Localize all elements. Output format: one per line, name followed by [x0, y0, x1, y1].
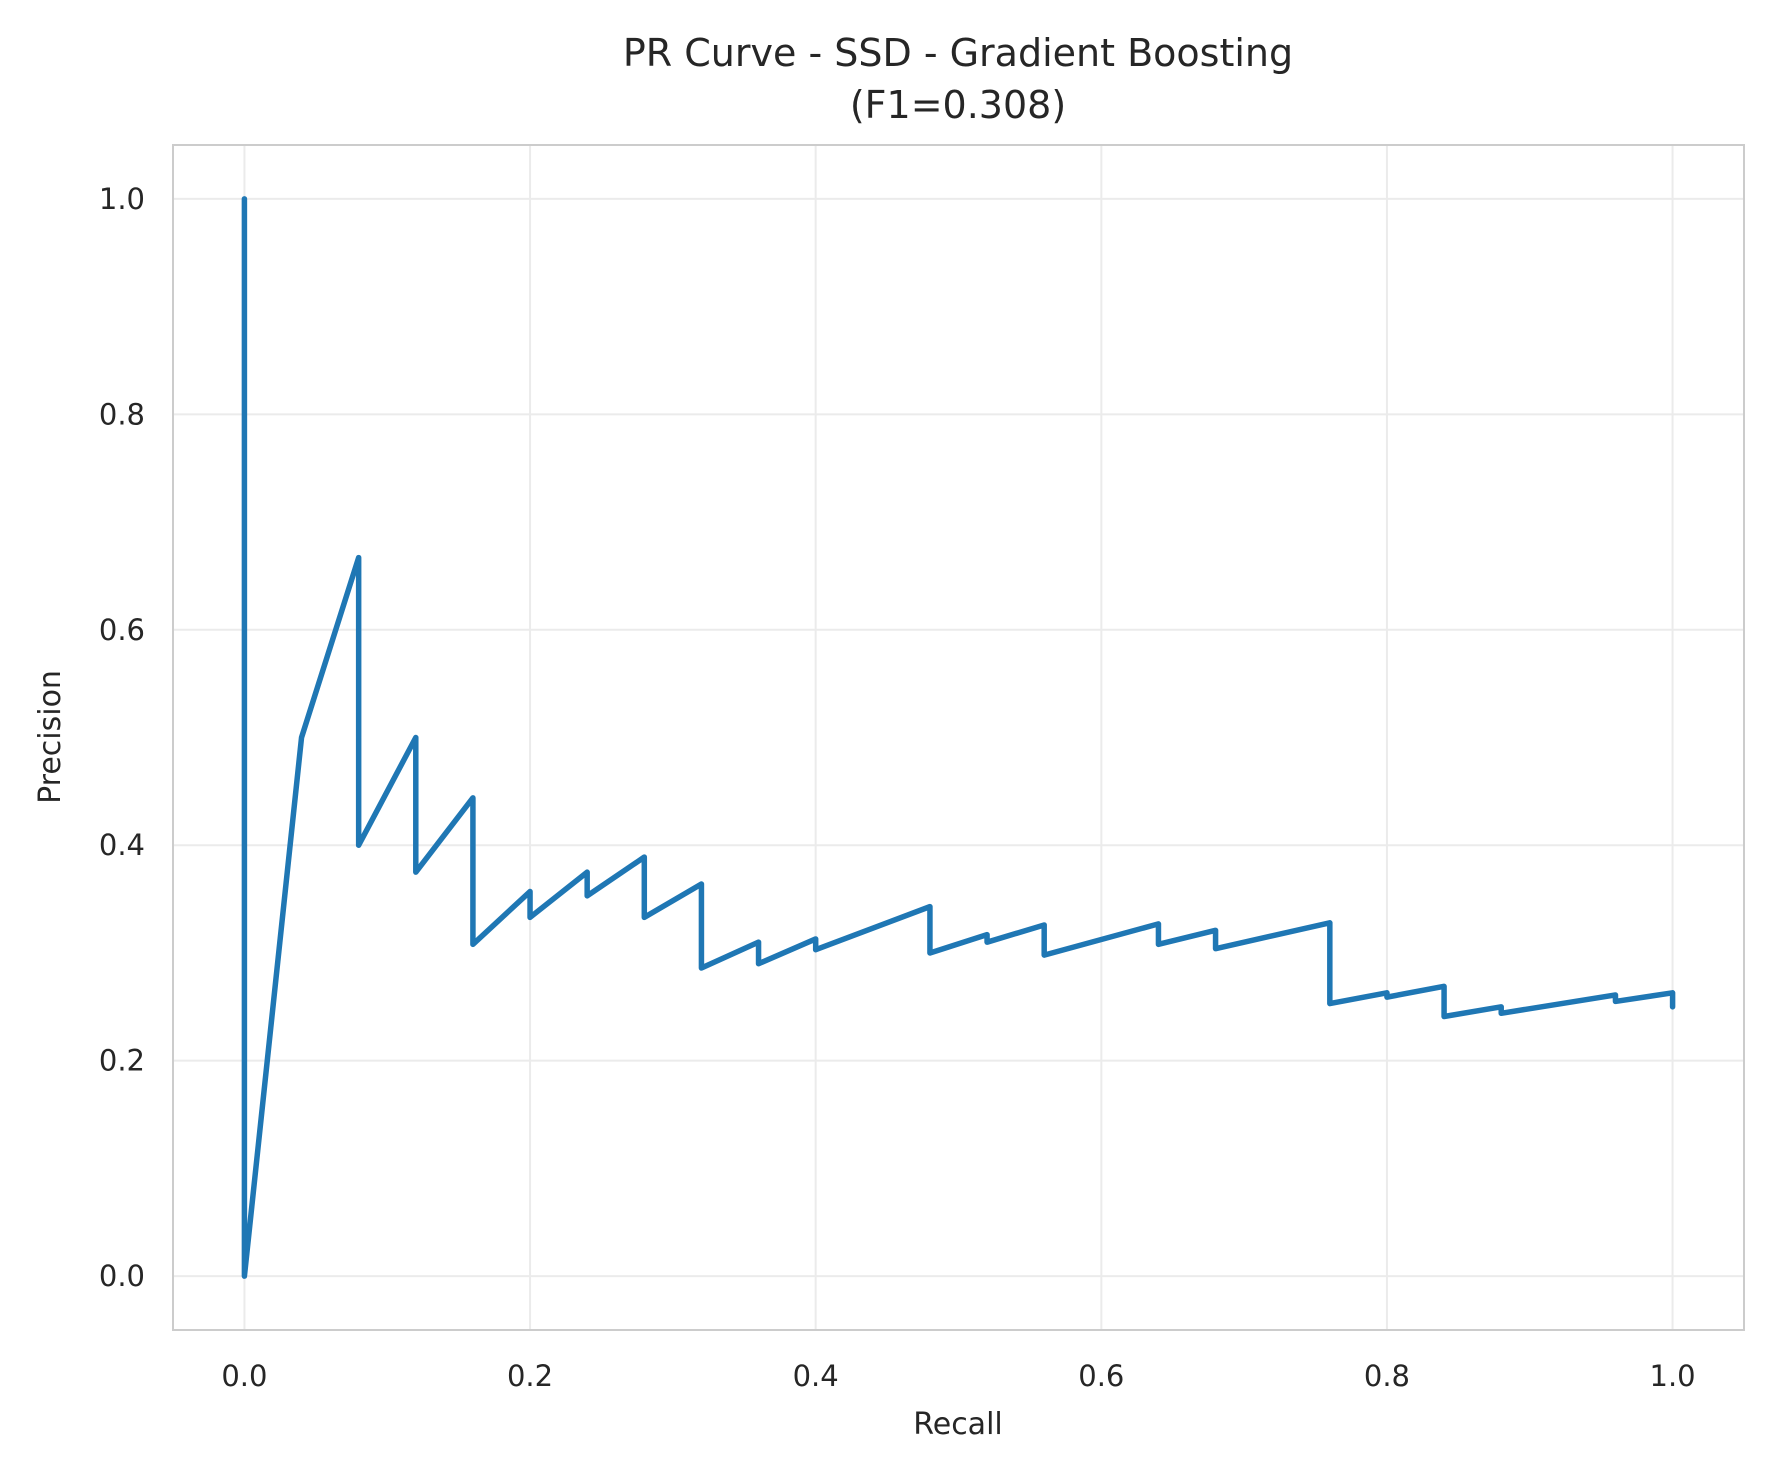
y-tick-labels: 0.0 0.2 0.4 0.6 0.8 1.0 — [99, 182, 145, 1293]
x-tick-label: 1.0 — [1650, 1359, 1696, 1393]
y-tick-label: 0.8 — [99, 397, 145, 431]
y-tick-label: 0.6 — [99, 613, 145, 647]
x-axis-label: Recall — [913, 1407, 1003, 1442]
grid-lines — [173, 145, 1744, 1330]
x-tick-label: 0.2 — [507, 1359, 553, 1393]
x-tick-label: 0.0 — [221, 1359, 267, 1393]
x-tick-labels: 0.0 0.2 0.4 0.6 0.8 1.0 — [221, 1359, 1695, 1393]
pr-curve-line-0 — [241, 196, 1676, 1279]
series-layer — [241, 196, 1676, 1279]
chart-title: PR Curve - SSD - Gradient Boosting — [623, 31, 1293, 75]
plot-frame — [172, 144, 1745, 1331]
y-axis-label: Precision — [33, 670, 68, 804]
y-tick-label: 0.2 — [99, 1044, 145, 1078]
x-tick-label: 0.8 — [1364, 1359, 1410, 1393]
chart-subtitle: (F1=0.308) — [850, 83, 1066, 127]
y-tick-label: 0.4 — [99, 828, 145, 862]
y-tick-label: 0.0 — [99, 1259, 145, 1293]
x-tick-label: 0.4 — [793, 1359, 839, 1393]
y-tick-label: 1.0 — [99, 182, 145, 216]
x-tick-label: 0.6 — [1078, 1359, 1124, 1393]
